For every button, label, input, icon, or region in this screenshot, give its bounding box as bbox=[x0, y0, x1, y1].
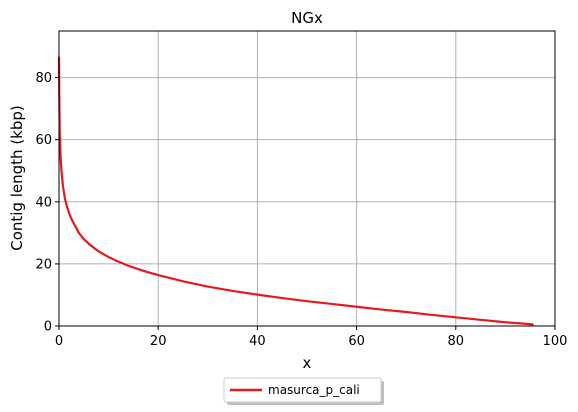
plot-area bbox=[57, 56, 534, 326]
x-tick-label: 100 bbox=[543, 334, 568, 349]
series-line-masurca_p_cali bbox=[57, 56, 534, 326]
legend: masurca_p_cali bbox=[223, 377, 384, 405]
x-tick-label: 40 bbox=[249, 334, 266, 349]
x-tick-label: 80 bbox=[448, 334, 465, 349]
legend-box bbox=[223, 377, 382, 403]
plot-frame bbox=[58, 30, 556, 327]
y-axis: 0 20 40 60 80 bbox=[35, 71, 59, 335]
legend-label-masurca_p_cali: masurca_p_cali bbox=[268, 383, 360, 397]
grid bbox=[59, 31, 555, 326]
y-tick-label: 80 bbox=[35, 71, 52, 86]
y-tick-label: 20 bbox=[35, 257, 52, 272]
chart-title: NGx bbox=[291, 9, 323, 27]
y-axis-title: Contig length (kbp) bbox=[8, 105, 26, 251]
x-tick-label: 60 bbox=[348, 334, 365, 349]
y-tick-label: 40 bbox=[35, 195, 52, 210]
x-axis: 0 20 40 60 80 100 bbox=[55, 326, 568, 349]
y-tick-label: 0 bbox=[44, 320, 52, 335]
x-tick-label: 20 bbox=[150, 334, 167, 349]
y-tick-label: 60 bbox=[35, 133, 52, 148]
x-tick-label: 0 bbox=[55, 334, 63, 349]
x-axis-title: x bbox=[303, 354, 312, 372]
